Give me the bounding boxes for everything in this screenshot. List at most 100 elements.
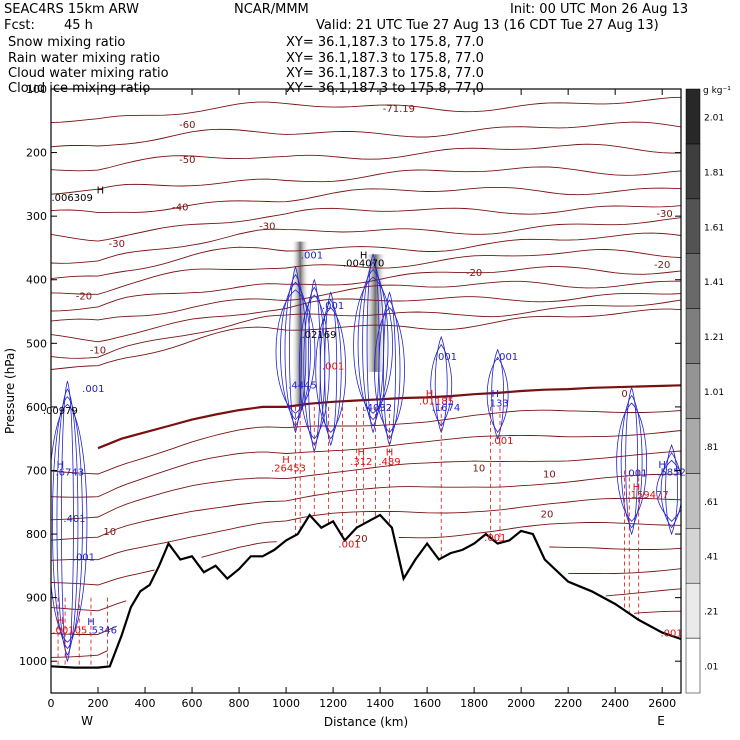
- cloud-water-contour: [353, 276, 393, 414]
- temperature-contour: [51, 473, 681, 541]
- y-tick-label: 200: [26, 147, 47, 160]
- x-end-label-left: W: [81, 714, 93, 728]
- temperature-label: -30: [656, 209, 672, 220]
- colorbar-swatch: [685, 473, 701, 529]
- terrain-layer: [51, 513, 681, 669]
- colorbar-label: 1.61: [704, 223, 724, 233]
- rain-contour-layer: [57, 406, 640, 668]
- temperature-label: -60: [179, 120, 195, 131]
- field-label: .489: [378, 457, 400, 468]
- cloud-water-contour: [616, 402, 648, 522]
- colorbar-swatch: [685, 198, 701, 254]
- cloud-water-contour: [284, 273, 307, 427]
- cloud-water-contour: [275, 289, 316, 414]
- temperature-contour: [605, 588, 681, 597]
- cloud-water-contour: [324, 291, 338, 447]
- field-label: .001: [435, 352, 457, 363]
- header-model: SEAC4RS 15km ARW: [4, 2, 140, 17]
- x-tick-label: 1200: [319, 697, 347, 710]
- cloud-water-contour: [665, 443, 678, 536]
- field-label: .01185: [419, 397, 454, 408]
- x-tick-label: 1000: [272, 697, 300, 710]
- colorbar-label: 1.41: [704, 278, 724, 288]
- field-label: .001: [491, 436, 513, 447]
- header-fcst-label: Fcst:: [4, 18, 35, 33]
- temperature-contour: [51, 186, 681, 214]
- cloud-water-contour: [625, 386, 638, 536]
- field-label: .001: [484, 533, 506, 544]
- colorbar-label: 2.01: [704, 113, 724, 123]
- x-tick-label: 2200: [554, 697, 582, 710]
- cloud-water-contour: [61, 380, 74, 663]
- field-label: .02169: [301, 330, 336, 341]
- temperature-contour-layer: [51, 89, 681, 658]
- colorbar-swatch: [685, 528, 701, 584]
- x-tick-label: 2400: [601, 697, 629, 710]
- colorbar-swatch: [685, 88, 701, 145]
- field-label: H: [633, 482, 641, 493]
- field-label: .1674: [432, 403, 461, 414]
- colorbar-label: .61: [704, 498, 718, 508]
- temperature-label: -30: [259, 222, 275, 233]
- temperature-label: -20: [466, 268, 482, 279]
- field-label: .26453: [271, 463, 306, 474]
- field-label: .6743: [55, 468, 84, 479]
- temperature-contour: [51, 430, 681, 498]
- cloud-water-contour: [434, 335, 448, 434]
- field-label: .5346: [88, 625, 117, 636]
- temperature-contour: [51, 143, 681, 172]
- temperature-contour: [51, 232, 681, 280]
- field-label: H: [282, 455, 290, 466]
- field-label: H: [87, 617, 95, 628]
- field-label: .401: [63, 514, 85, 525]
- cloud-water-contour: [491, 348, 505, 440]
- cloud-water-contour: [656, 459, 681, 522]
- cloud-water-contour: [52, 396, 83, 650]
- field-label: H: [57, 616, 65, 627]
- field-label: H: [57, 460, 65, 471]
- field-label: H: [360, 250, 368, 261]
- temperature-label: -10: [90, 346, 106, 357]
- cloud-water-contour: [56, 388, 79, 656]
- y-axis-label: Pressure (hPa): [3, 348, 17, 434]
- y-tick-label: 800: [26, 528, 47, 541]
- colorbar-label: 1.01: [704, 388, 724, 398]
- header-org: NCAR/MMM: [234, 2, 309, 17]
- x-tick-label: 200: [88, 697, 109, 710]
- temperature-contour: [51, 497, 681, 561]
- temperature-contour: [51, 299, 681, 359]
- field-label: .001: [301, 250, 323, 261]
- legend-snow-xy: XY= 36.1,187.3 to 175.8, 77.0: [286, 35, 484, 50]
- field-label: .001: [322, 301, 344, 312]
- temperature-label: -50: [179, 155, 195, 166]
- header-fcst-value: 45 h: [64, 18, 93, 33]
- temperature-contour: [51, 121, 681, 148]
- legend-cloud-water-xy: XY= 36.1,187.3 to 175.8, 77.0: [286, 66, 484, 81]
- temperature-label: 10: [103, 527, 116, 538]
- colorbar-label: .81: [704, 443, 718, 453]
- temperature-label: -20: [654, 260, 670, 271]
- x-tick-label: 2000: [507, 697, 535, 710]
- field-label: H: [97, 185, 105, 196]
- cloud-water-contour: [280, 281, 311, 421]
- field-label: H: [386, 447, 394, 458]
- field-label: .001: [625, 468, 647, 479]
- terrain-surface-line: [51, 513, 681, 669]
- colorbar-swatch: [685, 253, 701, 309]
- temperature-contour: [51, 569, 155, 586]
- field-label: .006309: [51, 193, 92, 204]
- y-tick-label: 600: [26, 401, 47, 414]
- cloud-water-contour: [374, 307, 405, 433]
- field-label: .001: [338, 540, 360, 551]
- x-end-label-right: E: [657, 714, 665, 728]
- y-tick-label: 100: [26, 83, 47, 96]
- temperature-label: -20: [76, 292, 92, 303]
- field-label: H: [492, 389, 500, 400]
- field-label: .4032: [363, 403, 392, 414]
- colorbar-unit: g kg⁻¹: [703, 86, 731, 96]
- colorbar-swatch: [685, 143, 701, 200]
- header-init: Init: 00 UTC Mon 26 Aug 13: [510, 2, 689, 17]
- temperature-contour: [51, 217, 681, 264]
